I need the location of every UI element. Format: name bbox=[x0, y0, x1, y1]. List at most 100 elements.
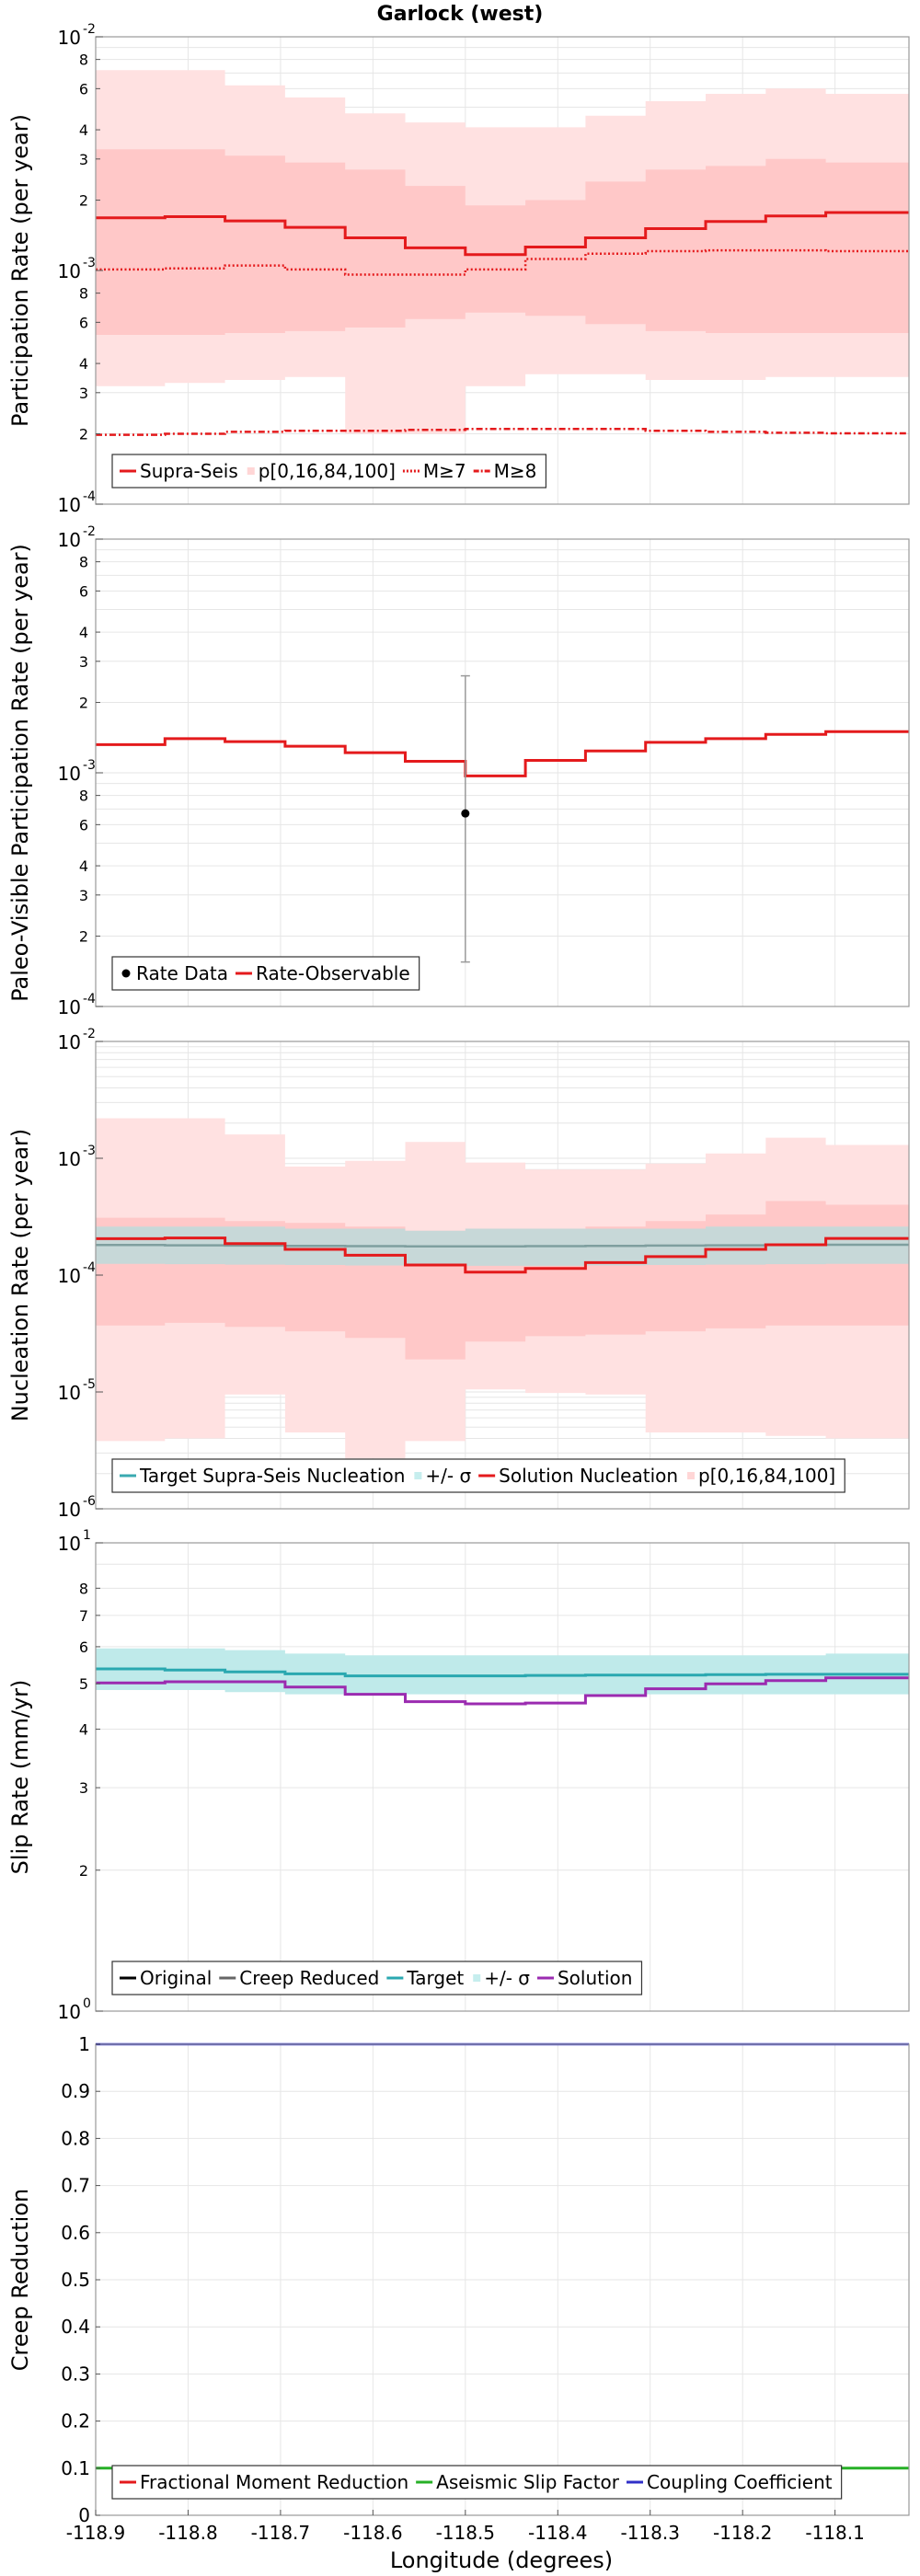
legend-label: p[0,16,84,100] bbox=[698, 1465, 835, 1487]
x-tick-label: -118.7 bbox=[251, 2522, 310, 2544]
legend-label: +/- σ bbox=[484, 1967, 530, 1989]
y-tick-label: 5 bbox=[79, 1675, 88, 1693]
x-tick-label: -118.3 bbox=[620, 2522, 679, 2544]
y-tick-label: 6 bbox=[79, 816, 88, 834]
band-1 bbox=[96, 149, 909, 335]
y-tick-exponent: -4 bbox=[83, 992, 96, 1006]
y-tick-exponent: -5 bbox=[83, 1377, 96, 1392]
y-tick-label: 10 bbox=[58, 27, 81, 49]
series-rate-observable bbox=[96, 730, 909, 777]
y-tick-label: 6 bbox=[79, 80, 88, 98]
x-tick-label: -118.6 bbox=[343, 2522, 402, 2544]
legend: Original Creep Reduced Target +/- σ Solution bbox=[111, 1961, 643, 1995]
legend: Fractional Moment Reduction Aseismic Slip… bbox=[111, 2465, 843, 2500]
legend-label: Target Supra-Seis Nucleation bbox=[139, 1465, 405, 1487]
x-tick-label: -118.4 bbox=[528, 2522, 587, 2544]
legend-label: Rate Data bbox=[136, 962, 228, 984]
y-tick-label: 6 bbox=[79, 1639, 88, 1656]
legend-label: Coupling Coefficient bbox=[647, 2471, 833, 2493]
y-tick-exponent: -3 bbox=[83, 256, 96, 270]
y-tick-label: 0.9 bbox=[61, 2080, 90, 2102]
y-tick-label: 4 bbox=[79, 624, 88, 641]
series-supra-seis bbox=[96, 211, 909, 257]
y-tick-label: 10 bbox=[58, 260, 81, 282]
x-tick-label: -118.9 bbox=[66, 2522, 125, 2544]
y-tick-label: 0.8 bbox=[61, 2127, 90, 2149]
y-tick-label: 8 bbox=[79, 52, 88, 69]
y-tick-label: 4 bbox=[79, 1721, 88, 1739]
series-m-8 bbox=[96, 427, 909, 436]
y-tick-label: 0 bbox=[78, 2504, 90, 2526]
y-tick-label: 0.7 bbox=[61, 2175, 90, 2197]
y-axis-label: Paleo-Visible Participation Rate (per ye… bbox=[7, 544, 33, 1002]
y-tick-label: 3 bbox=[79, 653, 88, 671]
y-tick-label: 10 bbox=[58, 1382, 81, 1404]
y-tick-label: 10 bbox=[58, 1265, 81, 1287]
legend-label: p[0,16,84,100] bbox=[259, 460, 396, 482]
legend-label: Supra-Seis bbox=[140, 460, 238, 482]
y-axis-label: Slip Rate (mm/yr) bbox=[7, 1680, 33, 1875]
y-tick-label: 4 bbox=[79, 121, 88, 139]
y-tick-label: 6 bbox=[79, 314, 88, 331]
y-tick-exponent: -4 bbox=[83, 1260, 96, 1275]
y-tick-label: 10 bbox=[58, 1499, 81, 1521]
y-tick-label: 3 bbox=[79, 151, 88, 168]
y-tick-label: 10 bbox=[58, 2001, 81, 2023]
y-tick-label: 2 bbox=[79, 192, 88, 210]
y-axis-label: Creep Reduction bbox=[7, 2189, 33, 2371]
y-tick-exponent: -2 bbox=[83, 524, 96, 539]
y-tick-label: 10 bbox=[58, 1031, 81, 1053]
y-tick-label: 1 bbox=[78, 2033, 90, 2055]
y-tick-exponent: -3 bbox=[83, 758, 96, 773]
legend-label: Solution Nucleation bbox=[499, 1465, 678, 1487]
series-m-7 bbox=[96, 248, 909, 276]
plot-frame bbox=[95, 1542, 910, 2012]
legend-marker bbox=[687, 1472, 696, 1479]
legend-label: Creep Reduced bbox=[239, 1967, 379, 1989]
y-tick-label: 0.4 bbox=[61, 2316, 90, 2338]
y-tick-label: 0.3 bbox=[61, 2363, 90, 2385]
legend-marker bbox=[414, 1472, 422, 1479]
figure-title: Garlock (west) bbox=[377, 3, 544, 26]
y-tick-label: 0.5 bbox=[61, 2269, 90, 2291]
y-tick-label: 0.1 bbox=[61, 2457, 90, 2479]
legend: Target Supra-Seis Nucleation +/- σ Solutio… bbox=[111, 1458, 845, 1493]
panel-creep: 1 0.9 0.8 0.7 0.6 0.5 0.4 0.3 0.2 0.1 0 Creep Reduc… bbox=[7, 2033, 910, 2544]
legend-label: Solution bbox=[558, 1967, 632, 1989]
legend-box bbox=[111, 956, 420, 991]
x-axis-label: Longitude (degrees) bbox=[390, 2547, 613, 2573]
data-point bbox=[461, 809, 470, 818]
y-tick-label: 10 bbox=[58, 1148, 81, 1170]
y-tick-exponent: -4 bbox=[83, 489, 96, 504]
y-tick-label: 3 bbox=[79, 1779, 88, 1797]
x-tick-label: -118.1 bbox=[805, 2522, 864, 2544]
legend-box bbox=[111, 2465, 843, 2500]
y-tick-exponent: -3 bbox=[83, 1144, 96, 1158]
y-tick-label: 0.6 bbox=[61, 2222, 90, 2244]
y-tick-label: 4 bbox=[79, 355, 88, 373]
y-tick-exponent: -2 bbox=[83, 1027, 96, 1041]
legend-label: M≥8 bbox=[494, 460, 537, 482]
legend-label: Fractional Moment Reduction bbox=[140, 2471, 408, 2493]
y-tick-label: 8 bbox=[79, 285, 88, 303]
y-tick-label: 10 bbox=[58, 494, 81, 516]
legend-marker bbox=[247, 467, 255, 475]
legend-marker bbox=[473, 1974, 481, 1982]
y-tick-label: 8 bbox=[79, 554, 88, 571]
y-tick-exponent: 0 bbox=[83, 1996, 91, 2011]
y-tick-label: 7 bbox=[79, 1607, 88, 1625]
y-tick-label: 10 bbox=[58, 1533, 81, 1555]
y-tick-exponent: -6 bbox=[83, 1494, 96, 1509]
legend: Supra-Seis p[0,16,84,100] M≥7 M≥8 bbox=[111, 454, 547, 489]
y-tick-label: 2 bbox=[79, 928, 88, 946]
legend-box bbox=[111, 1458, 845, 1493]
y-tick-label: 10 bbox=[58, 996, 81, 1018]
y-tick-label: 4 bbox=[79, 857, 88, 875]
y-tick-label: 6 bbox=[79, 582, 88, 600]
y-tick-exponent: -2 bbox=[83, 22, 96, 37]
